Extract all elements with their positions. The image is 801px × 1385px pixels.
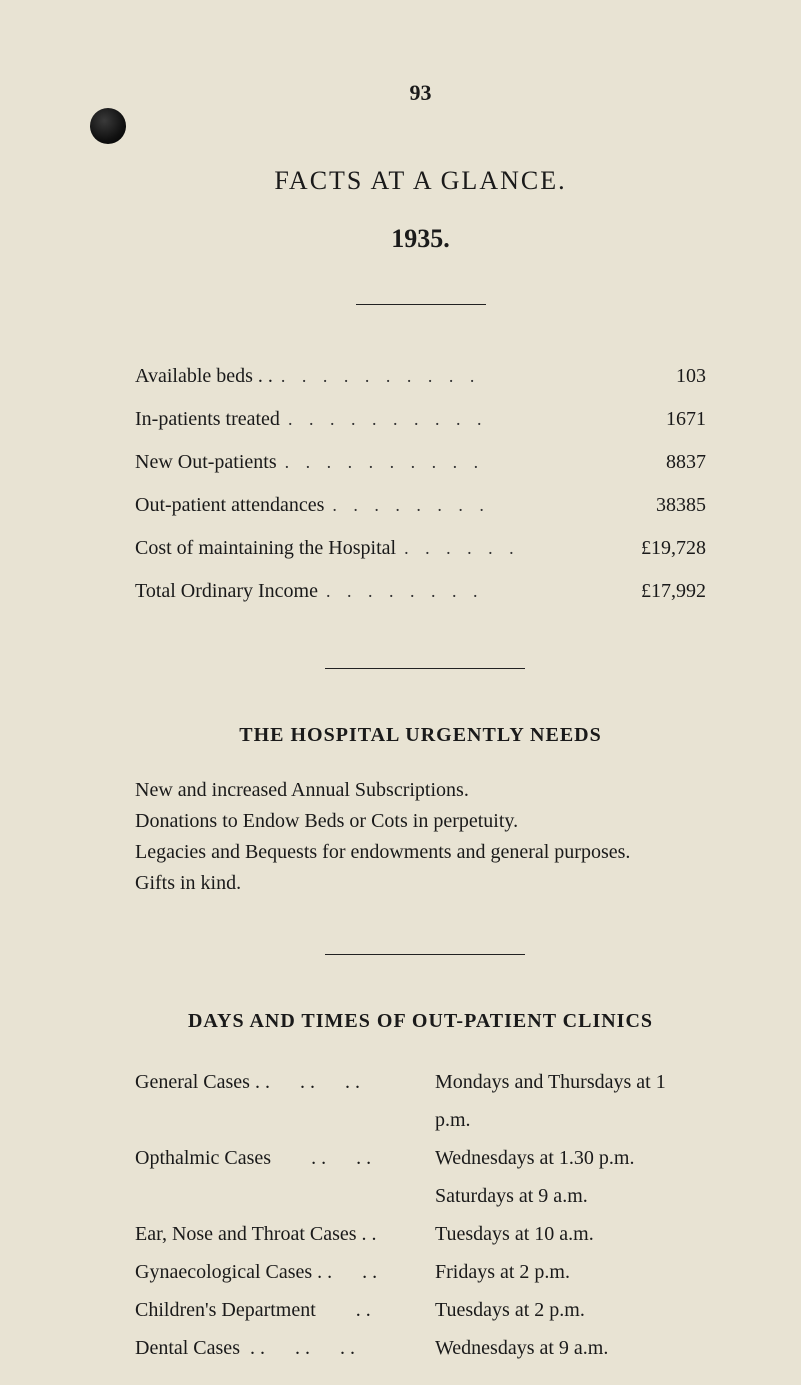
fact-label: Out-patient attendances xyxy=(135,484,324,527)
needs-line: Legacies and Bequests for endowments and… xyxy=(135,837,706,868)
fact-row: Total Ordinary Income . . . . . . . . £1… xyxy=(135,570,706,613)
fact-row: Out-patient attendances . . . . . . . . … xyxy=(135,484,706,527)
leader-dots: . . . . . . . . xyxy=(318,572,616,611)
page: 93 FACTS AT A GLANCE. 1935. Available be… xyxy=(0,0,801,1385)
fact-value: 103 xyxy=(616,355,706,398)
clinic-row: Children's Department . . Tuesdays at 2 … xyxy=(135,1291,706,1329)
clinic-label: Dental Cases . . . . . . xyxy=(135,1329,435,1367)
clinic-label: Gynaecological Cases . . . . xyxy=(135,1253,435,1291)
fact-row: Cost of maintaining the Hospital . . . .… xyxy=(135,527,706,570)
fact-row: Available beds . . . . . . . . . . . . 1… xyxy=(135,355,706,398)
year: 1935. xyxy=(135,224,706,254)
clinics-table: General Cases . . . . . . Mondays and Th… xyxy=(135,1063,706,1367)
facts-list: Available beds . . . . . . . . . . . . 1… xyxy=(135,355,706,613)
clinic-row: Gynaecological Cases . . . . Fridays at … xyxy=(135,1253,706,1291)
page-number: 93 xyxy=(135,80,706,106)
decorative-bullet xyxy=(90,108,126,144)
page-title: FACTS AT A GLANCE. xyxy=(135,166,706,196)
clinic-row: Opthalmic Cases . . . . Wednesdays at 1.… xyxy=(135,1139,706,1215)
clinic-row: Dental Cases . . . . . . Wednesdays at 9… xyxy=(135,1329,706,1367)
clinic-times: Wednesdays at 1.30 p.m. Saturdays at 9 a… xyxy=(435,1139,706,1215)
clinic-row: Ear, Nose and Throat Cases . . Tuesdays … xyxy=(135,1215,706,1253)
fact-label: In-patients treated xyxy=(135,398,280,441)
clinic-times: Mondays and Thursdays at 1 p.m. xyxy=(435,1063,706,1139)
fact-label: Cost of maintaining the Hospital xyxy=(135,527,396,570)
fact-value: 1671 xyxy=(616,398,706,441)
needs-line: Gifts in kind. xyxy=(135,868,706,899)
divider xyxy=(325,668,525,669)
clinic-label: Children's Department . . xyxy=(135,1291,435,1329)
divider xyxy=(356,304,486,305)
clinic-label: Ear, Nose and Throat Cases . . xyxy=(135,1215,435,1253)
clinic-times: Fridays at 2 p.m. xyxy=(435,1253,706,1291)
leader-dots: . . . . . . . . . . xyxy=(273,357,616,396)
clinic-row: General Cases . . . . . . Mondays and Th… xyxy=(135,1063,706,1139)
leader-dots: . . . . . . . . . . xyxy=(277,443,616,482)
divider xyxy=(325,954,525,955)
fact-value: 8837 xyxy=(616,441,706,484)
fact-label: Total Ordinary Income xyxy=(135,570,318,613)
fact-label: New Out-patients xyxy=(135,441,277,484)
clinic-times: Tuesdays at 2 p.m. xyxy=(435,1291,706,1329)
needs-title: THE HOSPITAL URGENTLY NEEDS xyxy=(135,724,706,747)
clinic-times: Tuesdays at 10 a.m. xyxy=(435,1215,706,1253)
fact-row: New Out-patients . . . . . . . . . . 883… xyxy=(135,441,706,484)
fact-value: £17,992 xyxy=(616,570,706,613)
clinic-times: Wednesdays at 9 a.m. xyxy=(435,1329,706,1367)
leader-dots: . . . . . . . . . . xyxy=(280,400,616,439)
leader-dots: . . . . . . xyxy=(396,529,616,568)
fact-row: In-patients treated . . . . . . . . . . … xyxy=(135,398,706,441)
needs-line: New and increased Annual Subscriptions. xyxy=(135,775,706,806)
needs-line: Donations to Endow Beds or Cots in perpe… xyxy=(135,806,706,837)
fact-value: £19,728 xyxy=(616,527,706,570)
leader-dots: . . . . . . . . xyxy=(324,486,616,525)
fact-value: 38385 xyxy=(616,484,706,527)
clinic-label: General Cases . . . . . . xyxy=(135,1063,435,1139)
needs-body: New and increased Annual Subscriptions. … xyxy=(135,775,706,899)
clinics-title: DAYS AND TIMES OF OUT-PATIENT CLINICS xyxy=(135,1010,706,1033)
fact-label: Available beds . . xyxy=(135,355,273,398)
clinic-label: Opthalmic Cases . . . . xyxy=(135,1139,435,1215)
